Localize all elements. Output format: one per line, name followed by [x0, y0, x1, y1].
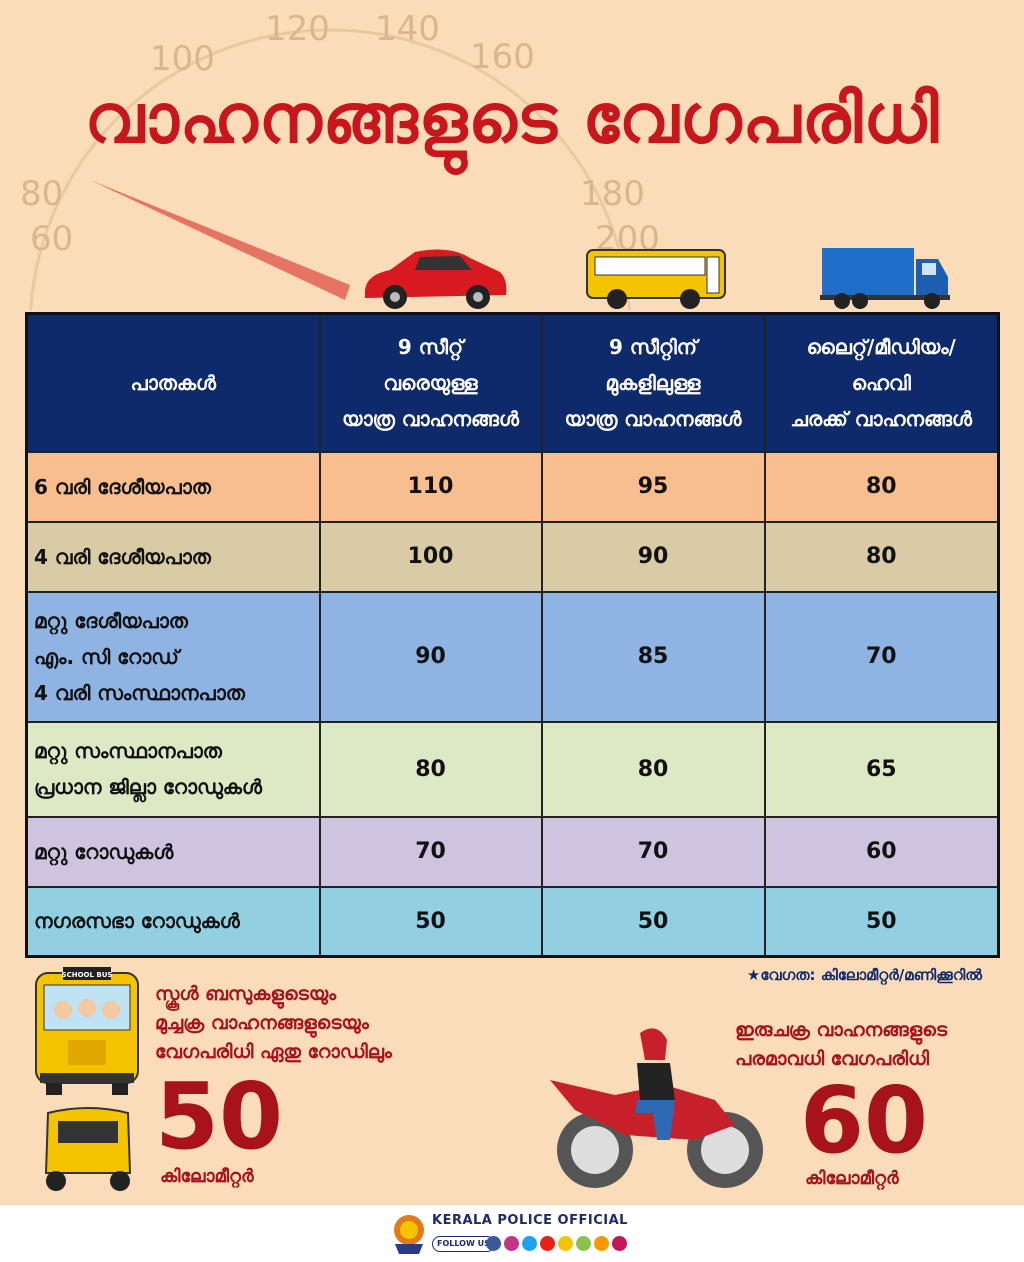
speed-cell: 70 — [318, 815, 543, 888]
speed-cell: 70 — [763, 590, 1000, 723]
header-roads: പാതകൾ — [25, 312, 321, 453]
school-vehicle-limit-text: സ്കൂൾ ബസുകളുടെയും മുച്ചക്ര വാഹനങ്ങളുടെയു… — [155, 983, 392, 1063]
truck-icon — [820, 248, 950, 309]
road-type: നഗരസഭാ റോഡുകൾ — [25, 885, 321, 958]
speed-cell: 80 — [763, 520, 1000, 593]
social-icons — [486, 1236, 627, 1251]
two-wheeler-limit-text: ഇരുചക്ര വാഹനങ്ങളുടെ പരമാവധി വേഗപരിധി — [735, 1019, 948, 1070]
table-row: മറ്റു റോഡുകൾ 70 70 60 — [25, 815, 1000, 888]
speed-cell: 70 — [540, 815, 766, 888]
instagram-icon[interactable] — [504, 1236, 519, 1251]
school-speed-value: 50 — [155, 1063, 284, 1170]
youtube-icon[interactable] — [540, 1236, 555, 1251]
header-passenger-above-9: 9 സീറ്റിന് മുകളിലുള്ള യാത്ര വാഹനങ്ങൾ — [540, 312, 766, 453]
speed-cell: 80 — [763, 450, 1000, 523]
speed-cell: 100 — [318, 520, 543, 593]
two-wheeler-speed-value: 60 — [800, 1067, 929, 1174]
header-goods-vehicles: ലൈറ്റ്/മീഡിയം/ ഹെവി ചരക്ക് വാഹനങ്ങൾ — [763, 312, 1000, 453]
snapchat-icon[interactable] — [558, 1236, 573, 1251]
speed-cell: 50 — [763, 885, 1000, 958]
tick-label: 140 — [375, 9, 440, 49]
speedometer-needle — [90, 180, 350, 300]
road-type: മറ്റു സംസ്ഥാനപാത പ്രധാന ജില്ലാ റോഡുകൾ — [25, 720, 321, 818]
dailyhunt-icon[interactable] — [576, 1236, 591, 1251]
koo-icon[interactable] — [612, 1236, 627, 1251]
speed-cell: 110 — [318, 450, 543, 523]
kerala-police-emblem — [394, 1215, 424, 1254]
table-row: 4 വരി ദേശീയപാത 100 90 80 — [25, 520, 1000, 593]
two-wheeler-speed-unit: കിലോമീറ്റർ — [805, 1168, 899, 1189]
table-header-row: പാതകൾ 9 സീറ്റ് വരെയുള്ള യാത്ര വാഹനങ്ങൾ 9… — [25, 312, 1000, 453]
table-row: നഗരസഭാ റോഡുകൾ 50 50 50 — [25, 885, 1000, 958]
school-speed-unit: കിലോമീറ്റർ — [160, 1166, 254, 1187]
footer: KERALA POLICE OFFICIAL FOLLOW US — [0, 1205, 1024, 1262]
speed-cell: 90 — [318, 590, 543, 723]
bus-icon — [586, 249, 726, 309]
header-passenger-up-to-9: 9 സീറ്റ് വരെയുള്ള യാത്ര വാഹനങ്ങൾ — [318, 312, 543, 453]
speed-cell: 60 — [763, 815, 1000, 888]
road-type: മറ്റു റോഡുകൾ — [25, 815, 321, 888]
tick-label: 160 — [470, 37, 535, 77]
facebook-icon[interactable] — [486, 1236, 501, 1251]
table-row: മറ്റു സംസ്ഥാനപാത പ്രധാന ജില്ലാ റോഡുകൾ 80… — [25, 720, 1000, 818]
speed-cell: 90 — [540, 520, 766, 593]
car-icon — [365, 249, 507, 309]
table-row: 6 വരി ദേശീയപാത 110 95 80 — [25, 450, 1000, 523]
tick-label: 60 — [30, 219, 73, 259]
sharechat-icon[interactable] — [594, 1236, 609, 1251]
table-row: മറ്റു ദേശീയപാത എം. സി റോഡ് 4 വരി സംസ്ഥാന… — [25, 590, 1000, 723]
speed-cell: 50 — [540, 885, 766, 958]
speed-cell: 95 — [540, 450, 766, 523]
tick-label: 100 — [150, 39, 215, 79]
speedometer-graphic: 60 80 100 120 140 160 180 200 — [20, 9, 660, 310]
school-bus-label: SCHOOL BUS — [62, 971, 113, 979]
auto-rickshaw-icon — [44, 1107, 132, 1191]
motorcycle-rider-icon — [550, 1028, 763, 1188]
school-bus-icon: SCHOOL BUS — [35, 967, 139, 1095]
speed-limit-table: പാതകൾ 9 സീറ്റ് വരെയുള്ള യാത്ര വാഹനങ്ങൾ 9… — [25, 312, 1000, 958]
twitter-icon[interactable] — [522, 1236, 537, 1251]
tick-label: 80 — [20, 174, 63, 214]
speed-cell: 80 — [540, 720, 766, 818]
speed-cell: 65 — [763, 720, 1000, 818]
road-type: 6 വരി ദേശീയപാത — [25, 450, 321, 523]
page-title: വാഹനങ്ങളുടെ വേഗപരിധി — [84, 80, 940, 159]
speed-cell: 85 — [540, 590, 766, 723]
speed-cell: 80 — [318, 720, 543, 818]
unit-note: ★വേഗത: കിലോമീറ്റർ/മണിക്കൂറിൽ — [746, 966, 982, 984]
road-type: മറ്റു ദേശീയപാത എം. സി റോഡ് 4 വരി സംസ്ഥാന… — [25, 590, 321, 723]
tick-label: 180 — [580, 174, 645, 214]
road-type: 4 വരി ദേശീയപാത — [25, 520, 321, 593]
tick-label: 120 — [265, 9, 330, 49]
speed-cell: 50 — [318, 885, 543, 958]
brand-name: KERALA POLICE OFFICIAL — [432, 1213, 628, 1228]
